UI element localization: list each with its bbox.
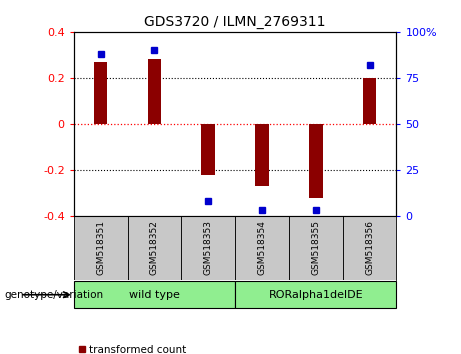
Text: GSM518352: GSM518352 xyxy=(150,220,159,275)
Text: GSM518355: GSM518355 xyxy=(311,220,320,275)
Bar xyxy=(94,62,107,124)
Legend: transformed count, percentile rank within the sample: transformed count, percentile rank withi… xyxy=(79,344,265,354)
Bar xyxy=(148,59,161,124)
Bar xyxy=(201,124,215,175)
Text: GSM518353: GSM518353 xyxy=(204,220,213,275)
Title: GDS3720 / ILMN_2769311: GDS3720 / ILMN_2769311 xyxy=(144,16,326,29)
Text: GSM518354: GSM518354 xyxy=(258,220,266,275)
Text: GSM518351: GSM518351 xyxy=(96,220,105,275)
Text: RORalpha1delDE: RORalpha1delDE xyxy=(268,290,363,300)
Bar xyxy=(289,216,343,280)
Bar xyxy=(74,216,128,280)
Bar xyxy=(128,216,181,280)
Bar xyxy=(309,124,323,198)
Bar xyxy=(343,216,396,280)
Bar xyxy=(235,216,289,280)
Text: GSM518356: GSM518356 xyxy=(365,220,374,275)
Bar xyxy=(181,216,235,280)
Bar xyxy=(363,78,376,124)
Text: genotype/variation: genotype/variation xyxy=(5,290,104,300)
Text: wild type: wild type xyxy=(129,290,180,300)
Bar xyxy=(235,281,396,308)
Bar xyxy=(255,124,269,186)
Bar xyxy=(74,281,235,308)
